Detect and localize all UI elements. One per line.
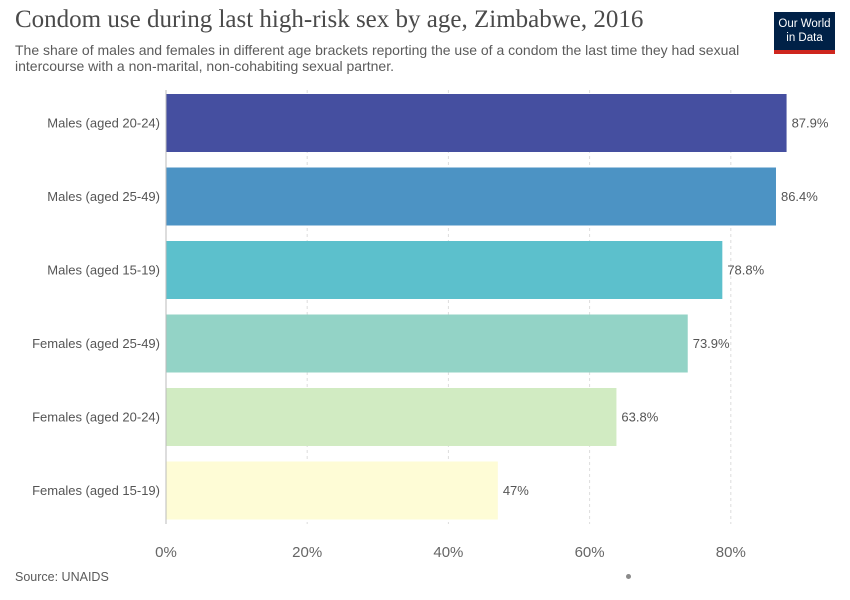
source-note: Source: UNAIDS [15, 570, 109, 584]
x-tick-label: 0% [155, 544, 177, 561]
x-tick-label: 20% [292, 544, 322, 561]
category-label: Males (aged 15-19) [47, 263, 160, 278]
value-label: 47% [503, 483, 529, 498]
value-label: 87.9% [792, 116, 829, 131]
logo-line-2: in Data [786, 32, 823, 44]
bar [166, 461, 498, 520]
category-label: Males (aged 20-24) [47, 116, 160, 131]
category-label: Females (aged 20-24) [32, 410, 160, 425]
value-label: 73.9% [693, 336, 730, 351]
chart-subtitle: The share of males and females in differ… [15, 42, 740, 74]
bar [166, 241, 723, 299]
chart-title: Condom use during last high-risk sex by … [15, 6, 644, 33]
owid-logo[interactable]: Our World in Data [774, 12, 835, 54]
value-label: 86.4% [781, 189, 818, 204]
pagination-dot [626, 574, 631, 579]
category-label: Females (aged 15-19) [32, 483, 160, 498]
logo-line-1: Our World [778, 18, 831, 30]
category-label: Males (aged 25-49) [47, 189, 160, 204]
bar [166, 94, 787, 152]
bar [166, 388, 617, 446]
value-label: 63.8% [621, 410, 658, 425]
x-tick-label: 60% [575, 544, 605, 561]
x-tick-label: 80% [716, 544, 746, 561]
category-label: Females (aged 25-49) [32, 336, 160, 351]
bar [166, 314, 688, 373]
x-tick-label: 40% [433, 544, 463, 561]
value-label: 78.8% [727, 263, 764, 278]
bar [166, 167, 776, 226]
